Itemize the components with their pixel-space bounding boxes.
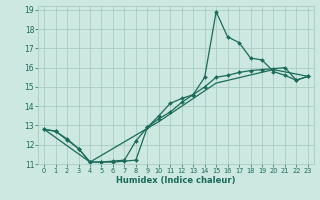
- X-axis label: Humidex (Indice chaleur): Humidex (Indice chaleur): [116, 176, 236, 185]
